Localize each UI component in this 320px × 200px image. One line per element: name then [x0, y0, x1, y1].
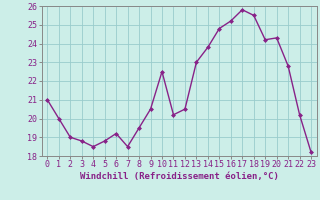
X-axis label: Windchill (Refroidissement éolien,°C): Windchill (Refroidissement éolien,°C) [80, 172, 279, 181]
